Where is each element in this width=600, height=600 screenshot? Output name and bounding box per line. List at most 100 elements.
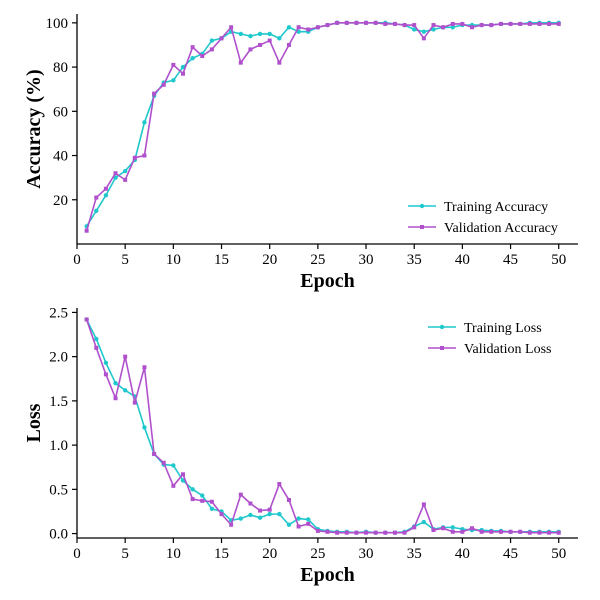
data-point [267,511,272,517]
data-point [152,91,157,96]
data-point [238,60,243,65]
data-point [161,460,166,465]
data-point [460,529,465,534]
y-tick-label: 0.5 [49,482,68,498]
data-point [537,530,542,535]
data-point [180,71,185,76]
data-point [296,516,301,521]
data-point [229,522,234,527]
data-point [152,451,157,456]
data-point [248,501,253,506]
data-point [238,31,243,37]
x-tick-label: 45 [503,252,518,268]
data-point [200,498,205,503]
legend-label: Validation Loss [464,342,552,357]
data-point [354,530,359,535]
x-tick-label: 40 [455,252,470,268]
data-point [142,120,147,125]
data-point [325,529,330,534]
data-point [344,530,349,535]
data-point [537,21,542,26]
data-point [547,530,552,535]
data-point [171,78,176,83]
legend-label: Training Loss [464,321,542,336]
data-point [84,317,89,322]
data-point [527,530,532,535]
data-point [103,372,108,377]
data-point [161,82,166,87]
x-tick-label: 50 [551,252,566,268]
data-point [556,21,561,26]
data-point [286,522,292,527]
data-point [238,516,243,521]
x-tick-label: 35 [407,546,422,562]
data-point [412,525,417,530]
data-point [171,463,176,468]
data-point [122,168,128,174]
data-point [441,25,446,30]
data-point [421,36,426,41]
data-point [383,530,388,535]
data-point [209,47,214,52]
data-point [335,530,340,535]
data-point [489,529,494,534]
data-point [267,507,272,512]
data-point [518,21,523,26]
data-point [123,177,128,182]
data-point [267,38,272,43]
data-point [277,60,282,65]
data-point [94,336,99,342]
x-axis-label: Epoch [300,270,354,292]
data-point [392,530,397,535]
data-point [113,380,118,386]
data-point [248,512,253,518]
x-tick-label: 30 [359,252,374,268]
data-point [335,20,340,25]
data-point [180,478,186,483]
accuracy-chart: 0 5 10 15 20 25 30 35 40 45 50 20 40 60 80 100 Epoch Accu… [23,14,578,292]
x-tick-label: 30 [359,546,374,562]
data-point [180,64,186,70]
x-tick-label: 35 [407,252,422,268]
x-tick-label: 15 [214,546,229,562]
x-tick-label: 25 [310,252,325,268]
y-tick-label: 100 [46,16,69,32]
data-point [306,521,311,526]
data-point [460,21,465,26]
data-point [277,36,282,41]
data-point [498,529,503,534]
x-tick-label: 50 [551,546,566,562]
data-point [113,396,118,401]
y-axis-label: Loss [23,403,45,442]
data-point [248,47,253,52]
data-point [171,483,176,488]
data-point [421,29,427,34]
x-tick-label: 10 [166,252,181,268]
data-point [402,23,407,28]
data-point [286,42,291,47]
data-point [258,42,263,47]
legend: Training Loss Validation Loss [428,321,552,357]
data-point [450,21,455,26]
y-tick-label: 2.5 [49,305,68,321]
data-point [209,506,215,512]
x-tick-label: 40 [455,546,470,562]
data-point [489,23,494,28]
data-point [373,530,378,535]
data-point [248,33,253,39]
data-point [257,515,263,520]
data-point [364,20,369,25]
data-point [277,511,282,517]
data-point [123,354,128,359]
legend-marker [419,203,425,209]
data-point [556,530,561,535]
data-point [209,499,214,504]
data-point [94,345,99,350]
data-point [190,56,195,61]
data-point [364,530,369,535]
data-point [142,425,147,430]
data-point [373,20,378,25]
data-point [200,493,205,498]
data-point [470,25,475,30]
data-point [219,512,224,517]
